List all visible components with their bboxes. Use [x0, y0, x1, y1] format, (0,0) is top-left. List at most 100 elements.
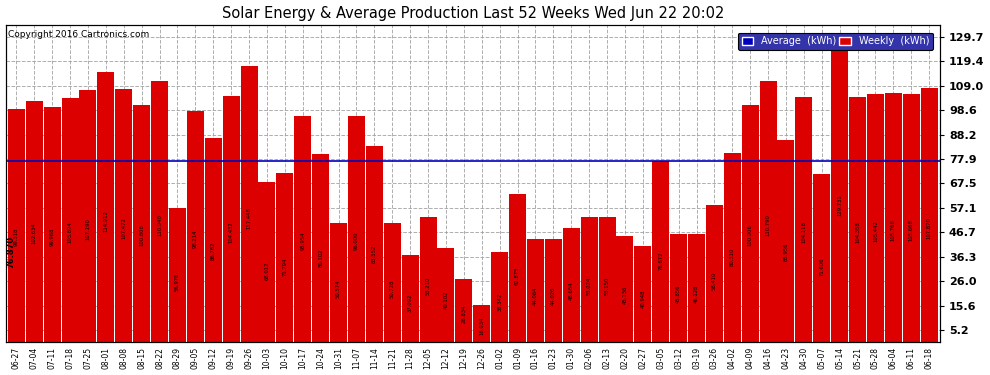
Text: 45.136: 45.136: [623, 285, 628, 304]
Text: 53.150: 53.150: [605, 277, 610, 295]
Bar: [61, 98, 78, 342]
Bar: [849, 97, 866, 342]
Bar: [885, 93, 902, 342]
Bar: [455, 279, 472, 342]
Bar: [330, 223, 347, 342]
Bar: [384, 223, 401, 342]
Bar: [134, 105, 150, 342]
Text: 71.606: 71.606: [820, 257, 825, 276]
Text: 114.912: 114.912: [103, 210, 108, 231]
Bar: [241, 66, 257, 342]
Bar: [151, 81, 168, 342]
Text: 107.472: 107.472: [121, 217, 127, 239]
Text: 62.875: 62.875: [515, 267, 520, 285]
Text: Copyright 2016 Cartronics.com: Copyright 2016 Cartronics.com: [8, 30, 149, 39]
Text: 40.948: 40.948: [641, 290, 645, 308]
Text: 53.024: 53.024: [587, 277, 592, 296]
Legend: Average  (kWh), Weekly  (kWh): Average (kWh), Weekly (kWh): [738, 33, 934, 50]
Bar: [867, 94, 884, 342]
Text: 83.552: 83.552: [372, 244, 377, 263]
Text: 100.906: 100.906: [747, 225, 752, 246]
Text: 110.790: 110.790: [765, 214, 770, 236]
Text: 110.940: 110.940: [157, 214, 162, 236]
Bar: [814, 174, 831, 342]
Bar: [599, 217, 616, 342]
Text: 96.000: 96.000: [354, 231, 359, 250]
Text: 26.834: 26.834: [461, 305, 466, 323]
Text: 104.432: 104.432: [229, 221, 234, 243]
Bar: [97, 72, 115, 342]
Text: 85.956: 85.956: [783, 242, 788, 261]
Bar: [509, 194, 526, 342]
Text: 107.190: 107.190: [85, 218, 90, 240]
Bar: [688, 234, 705, 342]
Text: 44.020: 44.020: [550, 286, 555, 305]
Text: 80.102: 80.102: [318, 248, 323, 267]
Bar: [115, 89, 133, 342]
Bar: [169, 208, 186, 342]
Text: 105.668: 105.668: [909, 219, 914, 242]
Bar: [617, 236, 634, 342]
Bar: [903, 93, 920, 342]
Bar: [44, 107, 60, 342]
Bar: [294, 116, 311, 342]
Text: 99.968: 99.968: [50, 227, 54, 246]
Text: 98.214: 98.214: [193, 229, 198, 248]
Text: 40.102: 40.102: [444, 291, 448, 309]
Text: 105.766: 105.766: [891, 219, 896, 241]
Text: 45.856: 45.856: [676, 285, 681, 303]
Text: 68.012: 68.012: [264, 261, 269, 279]
Text: 48.664: 48.664: [568, 282, 574, 300]
Bar: [832, 37, 848, 342]
Bar: [366, 146, 383, 342]
Text: 50.728: 50.728: [390, 279, 395, 298]
Bar: [759, 81, 776, 342]
Bar: [312, 154, 329, 342]
Text: 104.358: 104.358: [855, 221, 860, 243]
Bar: [544, 239, 561, 342]
Text: 104.118: 104.118: [801, 221, 807, 243]
Bar: [635, 246, 651, 342]
Bar: [79, 90, 96, 342]
Bar: [347, 116, 365, 342]
Bar: [26, 101, 43, 342]
Text: 103.894: 103.894: [67, 221, 72, 243]
Bar: [921, 88, 938, 342]
Text: 105.442: 105.442: [873, 220, 878, 242]
Text: 107.870: 107.870: [927, 217, 932, 239]
Bar: [205, 138, 222, 342]
Text: 86.762: 86.762: [211, 241, 216, 260]
Text: 76.872: 76.872: [658, 252, 663, 270]
Text: 99.318: 99.318: [14, 228, 19, 246]
Text: 37.092: 37.092: [408, 294, 413, 312]
Bar: [223, 96, 240, 342]
Text: 95.954: 95.954: [300, 231, 305, 250]
Bar: [742, 105, 758, 342]
Bar: [473, 304, 490, 342]
Text: 16.034: 16.034: [479, 316, 484, 334]
Text: 129.731: 129.731: [838, 194, 842, 216]
Bar: [402, 255, 419, 342]
Text: 46.128: 46.128: [694, 284, 699, 303]
Bar: [795, 97, 813, 342]
Bar: [276, 173, 293, 342]
Text: 50.574: 50.574: [336, 279, 341, 298]
Text: 102.634: 102.634: [32, 223, 37, 245]
Text: 117.448: 117.448: [247, 207, 251, 229]
Text: 100.808: 100.808: [140, 225, 145, 246]
Bar: [527, 238, 544, 342]
Text: 38.342: 38.342: [497, 292, 502, 311]
Text: 44.064: 44.064: [533, 286, 538, 305]
Bar: [258, 182, 275, 342]
Bar: [438, 248, 454, 342]
Text: 53.210: 53.210: [426, 277, 431, 295]
Bar: [491, 252, 508, 342]
Bar: [580, 217, 598, 342]
Bar: [706, 205, 723, 342]
Text: 71.794: 71.794: [282, 257, 287, 276]
Bar: [652, 161, 669, 342]
Text: 56.976: 56.976: [175, 273, 180, 291]
Bar: [187, 111, 204, 342]
Bar: [562, 228, 580, 342]
Title: Solar Energy & Average Production Last 52 Weeks Wed Jun 22 20:02: Solar Energy & Average Production Last 5…: [222, 6, 724, 21]
